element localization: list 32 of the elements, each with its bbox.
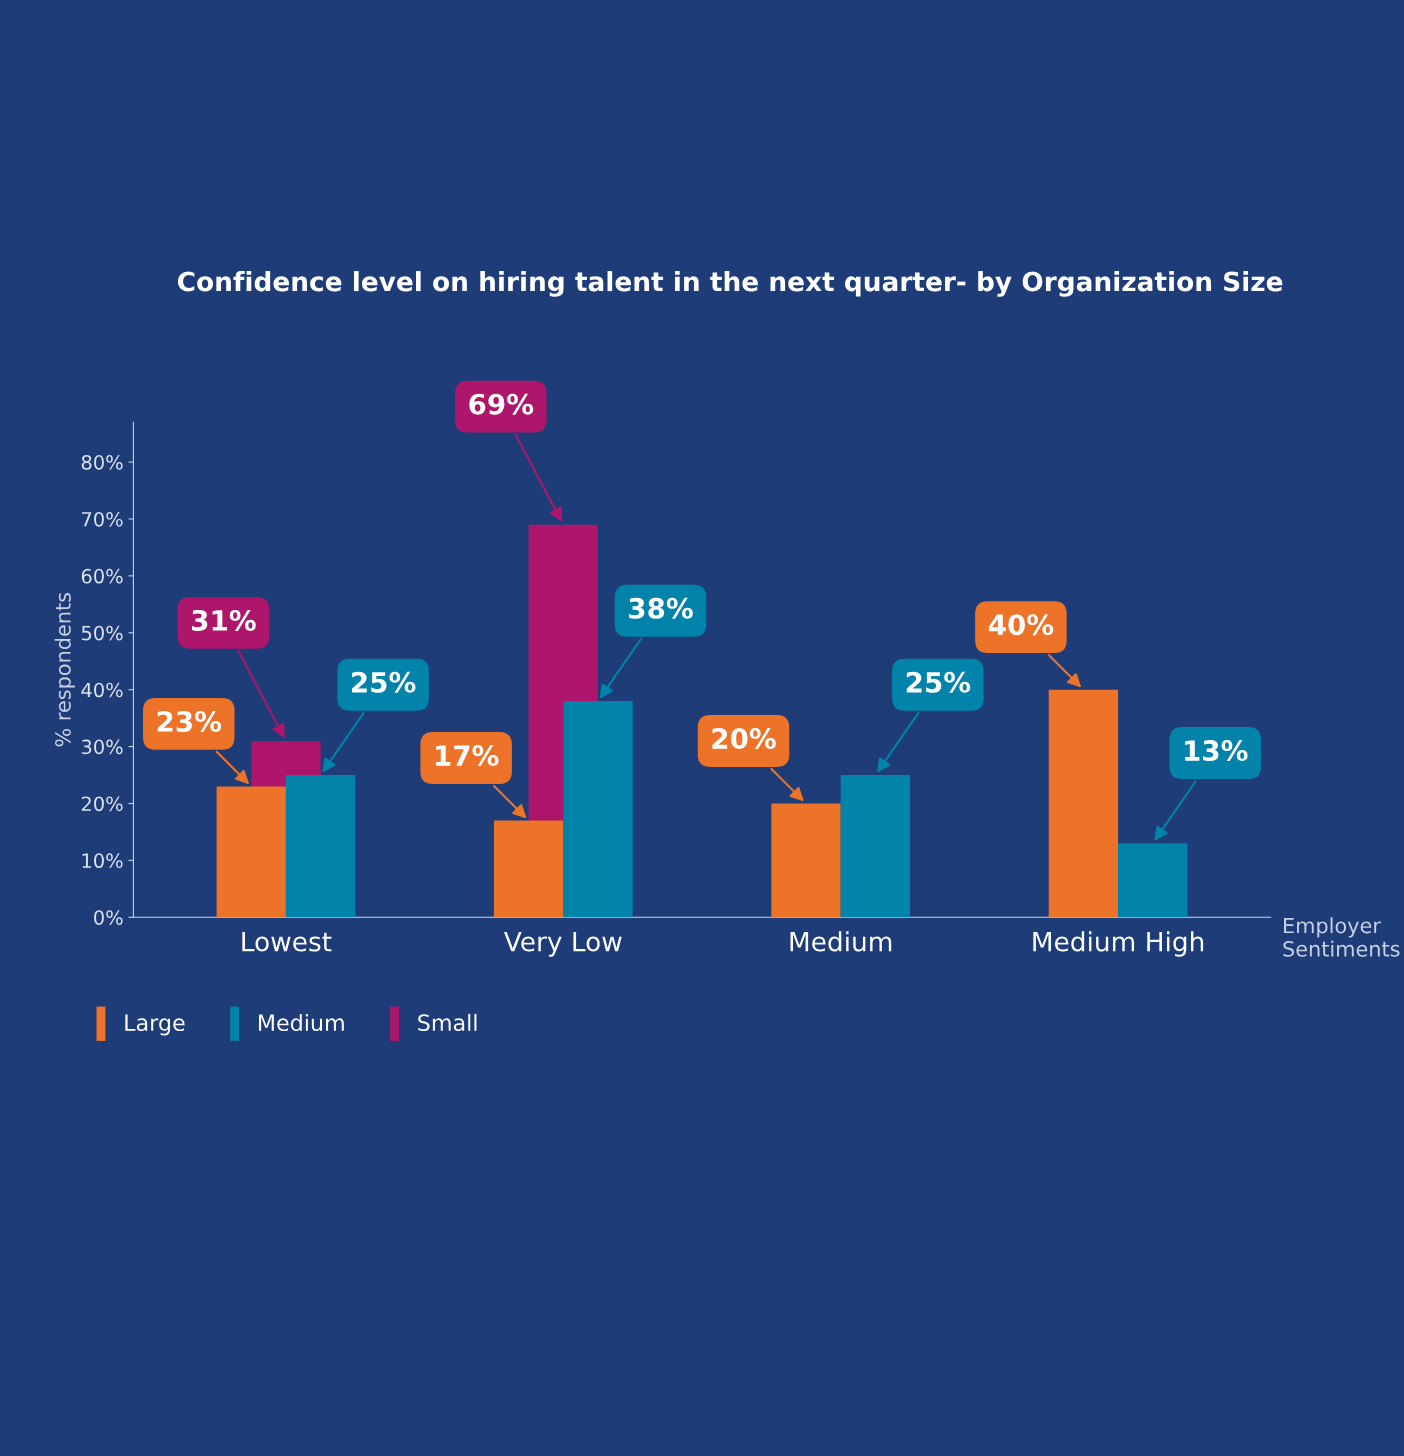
data-label: 69% <box>469 393 534 415</box>
data-label: 31% <box>192 609 256 631</box>
data-label: 23% <box>157 710 222 732</box>
legend-label: Medium <box>259 1013 344 1032</box>
y-axis-title: % respondents <box>54 592 75 747</box>
y-tick-label: 0% <box>94 910 123 925</box>
data-label: 38% <box>629 597 693 619</box>
y-tick-label: 60% <box>81 568 123 584</box>
data-label: 20% <box>712 728 776 750</box>
bar <box>285 775 356 918</box>
x-tick-label: Medium <box>790 931 892 952</box>
data-label: 17% <box>436 745 499 767</box>
y-tick-label: 30% <box>81 739 123 755</box>
data-label: 40% <box>988 614 1054 636</box>
chart-title: Confidence level on hiring talent in the next quarter- by Organization Size <box>177 271 1283 297</box>
y-tick-label: 70% <box>82 511 123 527</box>
data-label: 13% <box>1185 740 1248 762</box>
data-label: 25% <box>906 671 971 693</box>
legend-label: Small <box>418 1013 477 1032</box>
x-tick-label: Lowest <box>242 931 332 952</box>
bar <box>563 701 633 918</box>
x-tick-label: Very Low <box>503 931 622 957</box>
y-tick-label: 50% <box>81 625 123 641</box>
bar <box>840 775 911 918</box>
y-tick-label: 20% <box>81 796 123 812</box>
y-tick-label: 80% <box>81 455 123 470</box>
x-tick-label: Medium High <box>1033 931 1204 957</box>
data-label: 25% <box>352 671 416 693</box>
y-tick-label: 40% <box>81 682 123 698</box>
x-axis-title: Employer Sentiments <box>1283 917 1400 957</box>
y-tick-label: 10% <box>82 853 123 869</box>
legend-label: Large <box>125 1014 185 1036</box>
